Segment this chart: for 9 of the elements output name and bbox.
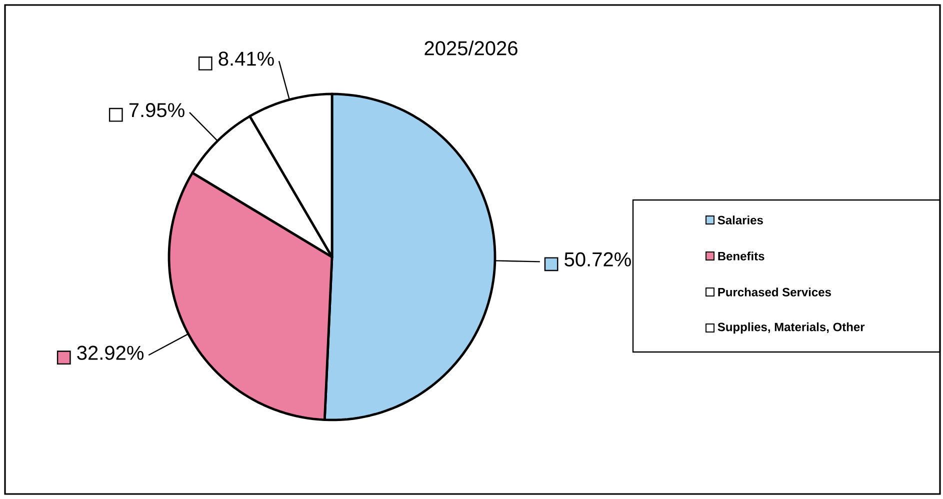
data-label: 32.92%	[77, 346, 144, 360]
chart-title: 2025/2026	[424, 40, 518, 56]
data-label: 50.72%	[564, 252, 631, 266]
legend-label: Supplies, Materials, Other	[718, 322, 865, 334]
legend-label: Salaries	[718, 216, 763, 224]
data-label: 8.41%	[218, 52, 274, 66]
legend-label: Benefits	[718, 252, 764, 260]
data-label: 7.95%	[129, 103, 184, 118]
legend-label: Purchased Services	[718, 288, 831, 296]
